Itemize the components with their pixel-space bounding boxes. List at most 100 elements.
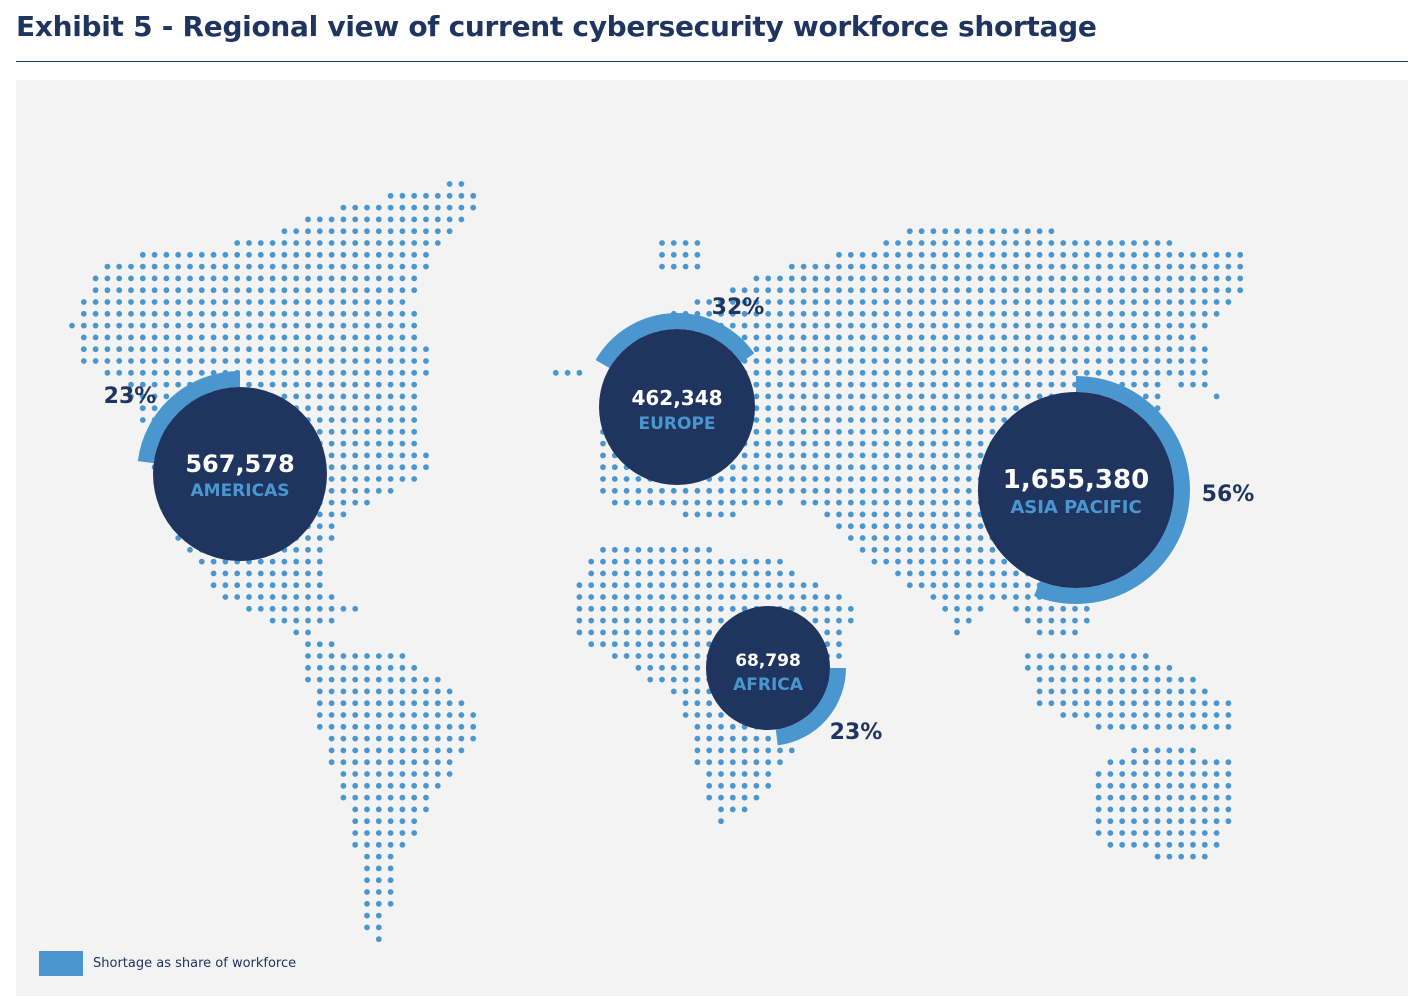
map-dot xyxy=(340,676,347,683)
map-dot xyxy=(1107,275,1114,282)
map-dot xyxy=(1013,605,1019,612)
map-dot xyxy=(411,381,418,388)
map-dot xyxy=(883,535,890,541)
map-dot xyxy=(316,582,323,589)
map-dot xyxy=(706,629,713,636)
map-dot xyxy=(328,275,335,282)
map-dot xyxy=(977,428,984,435)
map-dot xyxy=(588,594,595,600)
map-dot xyxy=(1190,853,1196,860)
map-dot xyxy=(883,558,890,565)
map-dot xyxy=(918,511,925,518)
map-dot xyxy=(765,782,772,789)
map-dot xyxy=(352,358,359,364)
map-dot xyxy=(399,440,406,447)
map-dot xyxy=(364,830,370,836)
map-dot xyxy=(670,251,677,258)
map-dot xyxy=(989,299,996,305)
map-dot xyxy=(930,464,937,471)
map-dot xyxy=(859,499,866,506)
legend-label: Shortage as share of workforce xyxy=(93,956,297,971)
title-divider xyxy=(16,61,1408,62)
map-dot xyxy=(399,263,406,270)
map-dot xyxy=(1154,310,1161,317)
map-dot xyxy=(1119,299,1126,305)
map-dot xyxy=(305,381,311,388)
map-dot xyxy=(800,287,807,294)
map-dot xyxy=(706,310,713,317)
map-dot xyxy=(163,346,170,353)
map-dot xyxy=(765,322,772,329)
map-dot xyxy=(659,263,665,270)
map-dot xyxy=(458,712,465,718)
map-dot xyxy=(316,605,323,612)
map-dot xyxy=(293,346,300,353)
map-dot xyxy=(729,771,736,777)
map-dot xyxy=(765,735,772,742)
map-dot xyxy=(965,440,972,447)
map-dot xyxy=(1178,853,1185,860)
map-dot xyxy=(1154,369,1161,376)
map-dot xyxy=(741,452,748,459)
map-dot xyxy=(1201,700,1208,707)
map-dot xyxy=(741,771,748,777)
map-dot xyxy=(1083,358,1090,364)
map-dot xyxy=(1166,747,1173,754)
map-dot xyxy=(1154,287,1161,294)
map-dot xyxy=(246,322,252,329)
map-dot xyxy=(198,558,205,565)
map-dot xyxy=(80,322,87,329)
map-dot xyxy=(293,310,300,317)
map-dot xyxy=(340,653,347,659)
map-dot xyxy=(989,287,996,294)
map-dot xyxy=(328,440,335,447)
map-dot xyxy=(434,747,441,754)
map-dot xyxy=(635,582,642,589)
map-dot xyxy=(954,511,960,518)
map-dot xyxy=(788,582,795,589)
map-dot xyxy=(316,299,323,305)
map-dot xyxy=(375,322,382,329)
map-dot xyxy=(859,405,866,412)
map-dot xyxy=(906,535,913,541)
map-dot xyxy=(340,464,347,471)
map-dot xyxy=(871,310,878,317)
map-dot xyxy=(128,393,134,400)
map-dot xyxy=(836,417,842,423)
map-dot xyxy=(800,452,807,459)
map-dot xyxy=(954,417,960,423)
map-dot xyxy=(836,299,842,305)
map-dot xyxy=(906,263,913,270)
map-dot xyxy=(918,251,925,258)
map-dot xyxy=(340,251,347,258)
map-dot xyxy=(352,299,359,305)
map-dot xyxy=(340,759,347,766)
map-dot xyxy=(458,735,465,742)
map-dot xyxy=(647,594,654,600)
map-dot xyxy=(1060,263,1067,270)
map-dot xyxy=(116,310,123,317)
map-dot xyxy=(977,251,984,258)
map-dot xyxy=(977,440,984,447)
map-dot xyxy=(552,369,559,376)
map-dot xyxy=(1119,369,1126,376)
map-dot xyxy=(364,912,370,919)
map-dot xyxy=(1166,830,1173,836)
map-dot xyxy=(1213,393,1220,400)
map-dot xyxy=(104,358,111,364)
map-dot xyxy=(1013,251,1019,258)
map-dot xyxy=(777,558,783,565)
map-dot xyxy=(269,334,276,341)
map-dot xyxy=(954,629,960,636)
map-dot xyxy=(151,322,158,329)
map-dot xyxy=(647,664,654,671)
map-dot xyxy=(1048,629,1055,636)
map-dot xyxy=(1166,771,1173,777)
map-dot xyxy=(269,322,276,329)
map-dot xyxy=(1142,664,1149,671)
map-dot xyxy=(847,287,854,294)
map-dot xyxy=(1107,263,1114,270)
map-dot xyxy=(257,299,264,305)
legend: Shortage as share of workforce xyxy=(39,951,296,976)
map-dot xyxy=(1225,771,1232,777)
